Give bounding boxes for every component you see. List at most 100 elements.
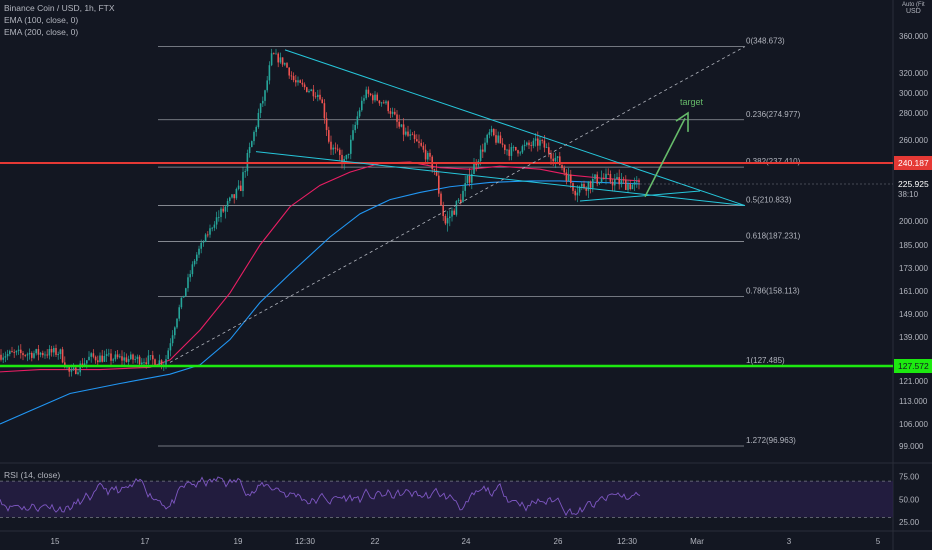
candle-body xyxy=(167,350,169,360)
candle-body xyxy=(198,248,200,255)
candle-body xyxy=(50,348,53,353)
candle-body xyxy=(44,354,46,356)
candle-body xyxy=(264,90,266,101)
current-price-label: 225.925 xyxy=(898,179,929,189)
candle-body xyxy=(314,96,317,98)
candle-body xyxy=(455,201,458,215)
candle-body xyxy=(57,354,59,355)
resistance-price-label: 240.187 xyxy=(898,158,929,168)
time-tick-label: 3 xyxy=(787,537,792,546)
candle-body xyxy=(70,369,73,372)
candle-body xyxy=(358,110,361,117)
candle-body xyxy=(585,187,587,191)
candle-body xyxy=(75,367,77,374)
candle-body xyxy=(174,327,176,336)
candle-body xyxy=(191,264,194,275)
candle-body xyxy=(266,80,268,91)
candle-body xyxy=(618,177,620,185)
candle-body xyxy=(440,193,442,206)
candle-body xyxy=(125,357,128,362)
candle-body xyxy=(354,124,356,131)
candle-body xyxy=(88,356,90,361)
candle-body xyxy=(380,102,383,104)
candle-body xyxy=(165,359,167,365)
price-tick-label: 280.000 xyxy=(899,109,928,118)
candle-body xyxy=(308,91,310,93)
candle-body xyxy=(6,354,9,357)
candle-body xyxy=(11,351,13,353)
candle-body xyxy=(512,146,515,148)
candle-body xyxy=(352,130,354,140)
candle-body xyxy=(123,357,125,361)
candle-body xyxy=(464,183,466,191)
candle-body xyxy=(567,174,570,182)
candle-body xyxy=(213,224,216,228)
candle-body xyxy=(460,199,462,203)
candle-body xyxy=(268,65,271,81)
rsi-legend: RSI (14, close) xyxy=(4,470,61,480)
candle-body xyxy=(361,100,363,111)
candle-body xyxy=(490,128,493,133)
candle-body xyxy=(378,100,381,104)
candle-body xyxy=(341,154,343,164)
candle-body xyxy=(563,167,565,173)
candle-body xyxy=(578,186,581,193)
fib-level-label: 1(127.485) xyxy=(746,356,785,365)
candle-body xyxy=(226,201,229,207)
time-tick-label: Mar xyxy=(690,537,704,546)
candle-body xyxy=(13,352,15,353)
candle-body xyxy=(257,112,260,128)
candle-body xyxy=(554,157,557,162)
lower-trendline xyxy=(255,151,746,207)
candle-body xyxy=(24,355,26,356)
candle-body xyxy=(363,98,365,101)
candle-body xyxy=(435,170,438,176)
candle-body xyxy=(90,353,92,357)
candle-body xyxy=(541,140,543,141)
candle-body xyxy=(453,210,455,215)
candle-body xyxy=(515,146,517,151)
candle-body xyxy=(77,372,79,374)
candle-body xyxy=(479,149,482,161)
candle-body xyxy=(627,183,629,190)
candle-body xyxy=(193,260,196,265)
candle-body xyxy=(365,89,367,99)
support-price-label: 127.572 xyxy=(898,361,929,371)
candle-body xyxy=(158,360,161,366)
candle-body xyxy=(394,111,396,115)
candle-body xyxy=(427,152,429,160)
candle-body xyxy=(523,144,526,147)
candle-body xyxy=(189,274,191,278)
candle-body xyxy=(508,149,510,156)
candle-body xyxy=(270,53,273,66)
candle-body xyxy=(589,181,592,188)
candle-body xyxy=(526,142,528,145)
candle-body xyxy=(224,206,227,212)
target-arrowhead xyxy=(675,111,689,132)
candle-body xyxy=(545,147,548,149)
candle-body xyxy=(638,181,640,183)
candle-body xyxy=(444,216,447,224)
candle-body xyxy=(61,349,64,363)
candle-body xyxy=(372,95,374,101)
candle-body xyxy=(449,216,451,219)
candle-body xyxy=(222,208,224,212)
candle-body xyxy=(127,358,130,362)
candle-body xyxy=(488,132,491,135)
candle-body xyxy=(68,366,70,372)
candle-body xyxy=(328,130,330,142)
candle-body xyxy=(204,234,207,242)
fib-level-label: 0(348.673) xyxy=(746,36,785,45)
candle-body xyxy=(422,145,425,150)
rsi-line xyxy=(0,476,641,517)
candle-body xyxy=(616,177,618,180)
candle-body xyxy=(484,142,486,152)
candle-body xyxy=(451,210,453,217)
candle-body xyxy=(596,174,598,184)
candle-body xyxy=(233,194,235,199)
candle-body xyxy=(103,356,106,362)
candle-body xyxy=(160,360,163,366)
candle-body xyxy=(534,138,537,141)
candle-body xyxy=(178,307,180,319)
